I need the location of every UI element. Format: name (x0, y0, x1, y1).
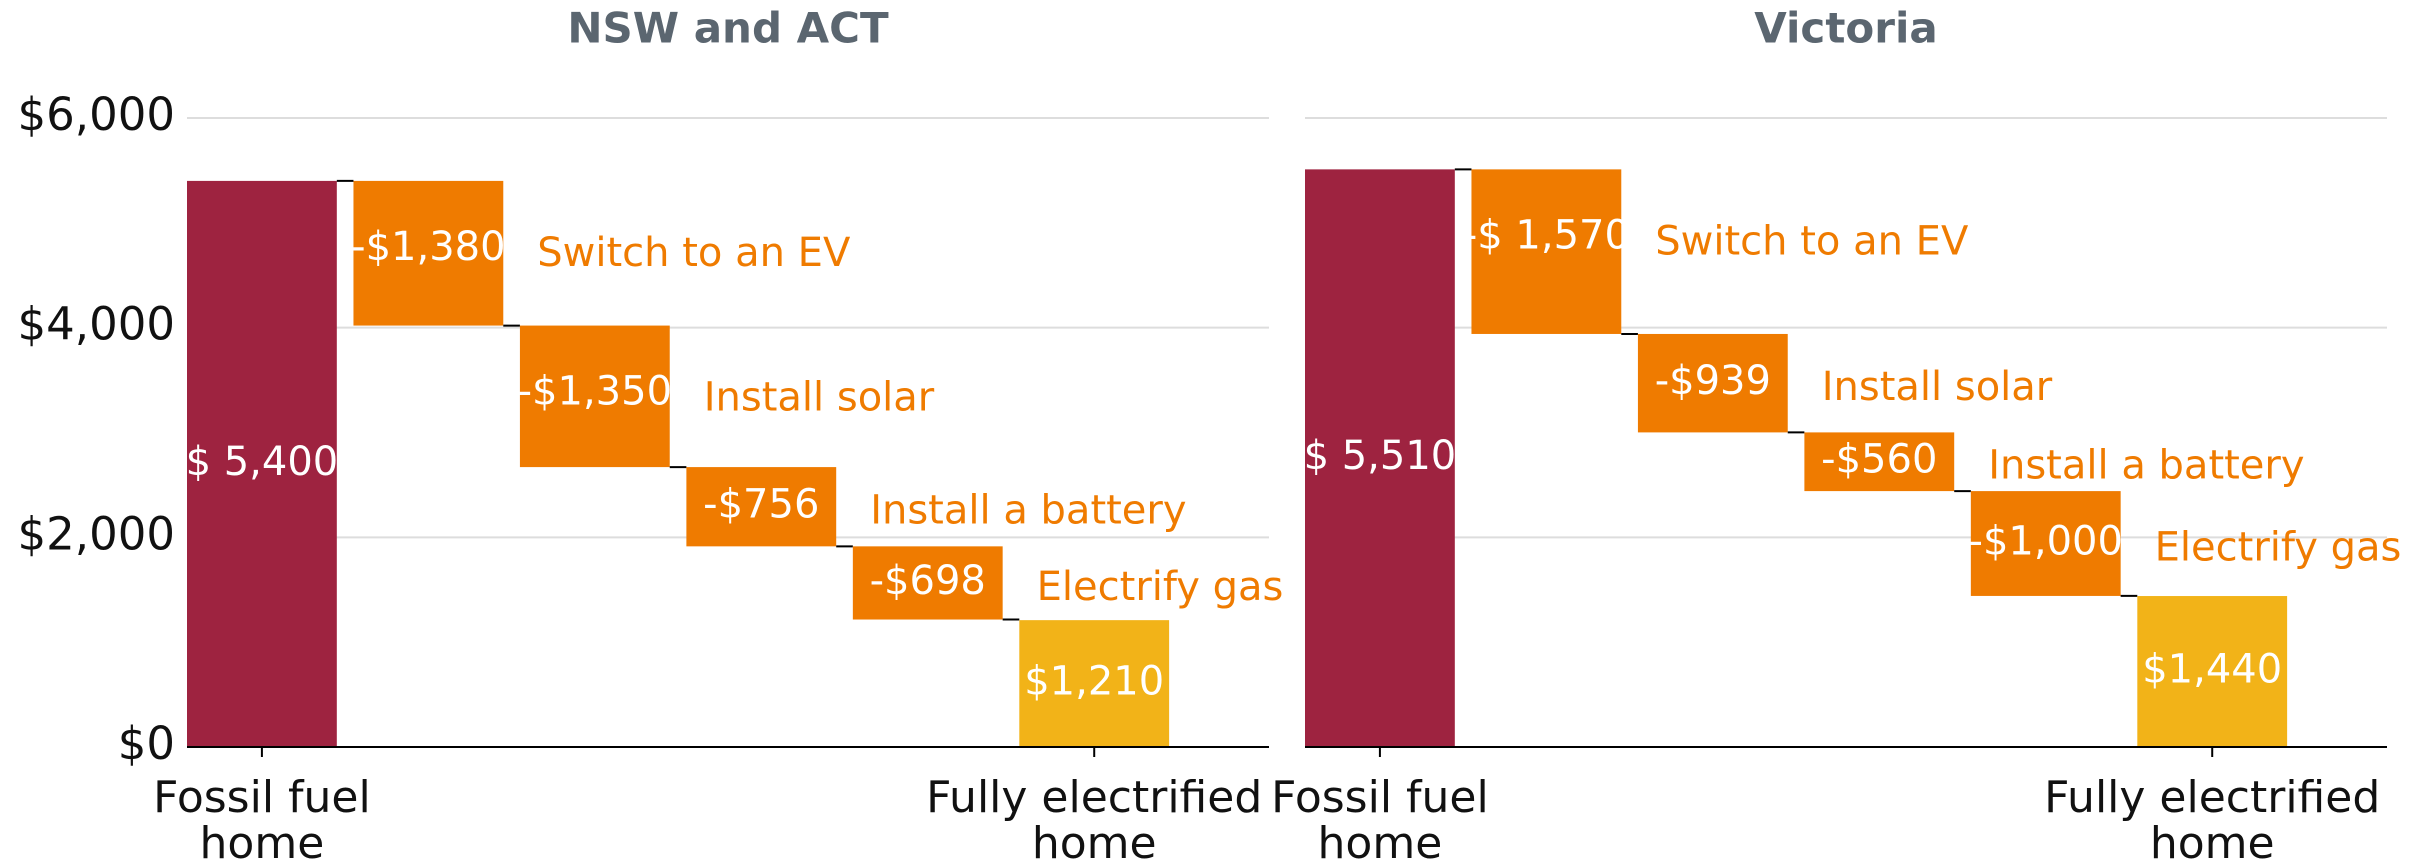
y-tick-label: $2,000 (18, 507, 175, 560)
value-label: -$ 1,570 (1463, 212, 1630, 258)
value-label: -$939 (1655, 358, 1771, 404)
value-label: -$1,350 (518, 369, 672, 415)
bar (686, 467, 837, 547)
y-tick-label: $4,000 (18, 298, 175, 351)
bar (1471, 169, 1622, 334)
bar (852, 546, 1003, 620)
bar (187, 180, 337, 747)
value-label: $ 5,510 (1304, 433, 1457, 479)
chart-title: NSW and ACT (567, 4, 889, 53)
value-label: $1,440 (2142, 647, 2282, 693)
value-label: $1,210 (1024, 659, 1164, 705)
step-label: Install solar (704, 375, 935, 421)
bar (353, 180, 504, 326)
y-tick-label: $0 (118, 717, 175, 770)
step-label: Install solar (1822, 364, 2053, 410)
bar (1970, 491, 2121, 596)
x-tick-label: Fully electrified home (2044, 772, 2380, 859)
step-label: Electrify gas (1037, 564, 1284, 610)
step-label: Electrify gas (2155, 525, 2402, 571)
x-tick-label: Fossil fuel home (153, 772, 371, 859)
y-tick-label: $6,000 (18, 88, 175, 141)
step-label: Switch to an EV (1655, 218, 1969, 264)
bar (2137, 596, 2288, 747)
bar (1305, 169, 1455, 747)
chart-title: Victoria (1754, 4, 1937, 53)
step-label: Switch to an EV (537, 230, 851, 276)
value-label: -$1,000 (1969, 519, 2123, 565)
bar (519, 325, 670, 468)
step-label: Install a battery (870, 488, 1186, 534)
bar (1804, 432, 1955, 492)
bar (1637, 333, 1788, 433)
value-label: $ 5,400 (186, 439, 339, 485)
value-label: -$756 (703, 482, 819, 528)
bar (1019, 620, 1170, 747)
value-label: -$698 (870, 558, 986, 604)
step-label: Install a battery (1988, 443, 2304, 489)
x-tick-label: Fossil fuel home (1271, 772, 1489, 859)
value-label: -$1,380 (351, 224, 505, 270)
value-label: -$560 (1821, 437, 1937, 483)
x-tick-label: Fully electrified home (926, 772, 1262, 859)
